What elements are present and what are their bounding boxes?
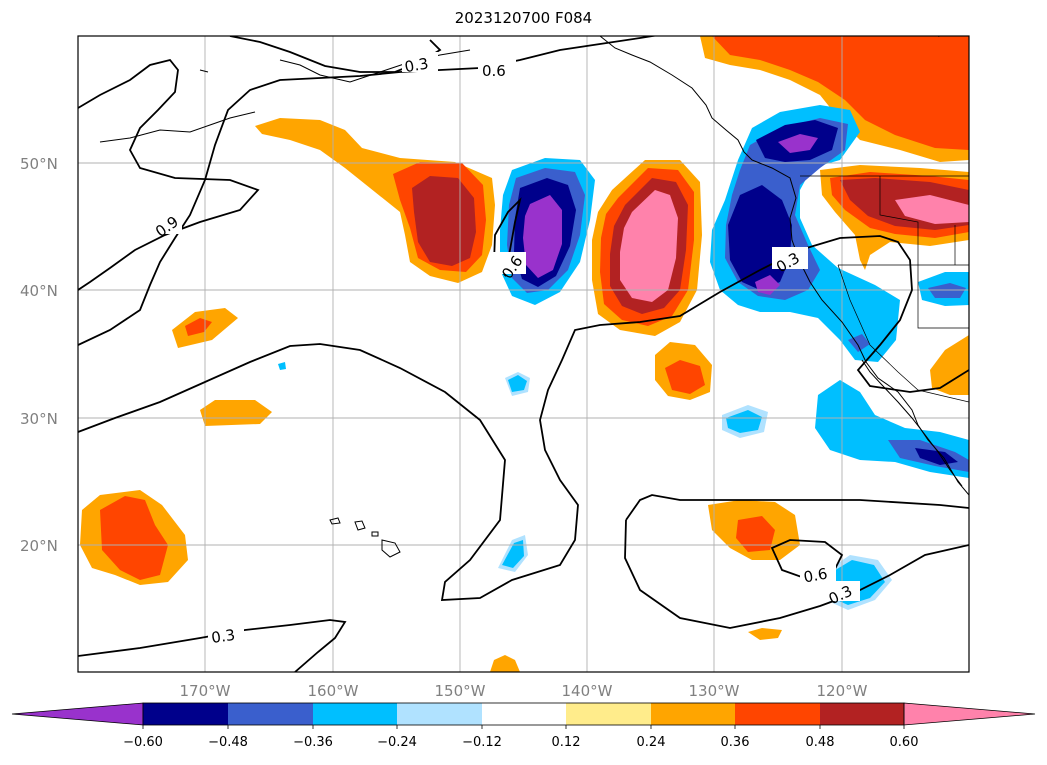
colorbar-tick-label: −0.24 [377,735,417,750]
colorbar-segment [313,703,397,725]
lat-tick-label: 20°N [20,537,58,555]
colorbar-tick-label: −0.60 [123,735,163,750]
colorbar-segment [566,703,651,725]
lat-tick-labels: 50°N 40°N 30°N 20°N [20,155,58,555]
colorbar-segment [228,703,313,725]
lon-tick-label: 150°W [435,682,486,700]
lon-tick-label: 130°W [689,682,740,700]
colorbar-segment [735,703,820,725]
colorbar-tick-label: 0.36 [721,735,750,750]
colorbar-tick-label: 0.48 [806,735,835,750]
colorbar-frame [142,702,905,726]
colorbar-tick-label: 0.60 [890,735,919,750]
contour-label: 0.3 [403,54,430,76]
map-area: 0.9 0.6 0.3 0.6 0.3 0.6 0.3 0.3 [78,36,969,672]
contour-label: 0.6 [482,62,506,80]
lon-tick-label: 160°W [308,682,359,700]
lat-tick-label: 30°N [20,410,58,428]
colorbar-tick-label: −0.36 [293,735,333,750]
colorbar-segment [651,703,735,725]
colorbar-tick-label: −0.12 [462,735,502,750]
lon-tick-label: 120°W [817,682,868,700]
lon-tick-label: 170°W [180,682,231,700]
map-title: 2023120700 F084 [454,9,593,27]
colorbar-segment [143,703,228,725]
filled-contours [80,36,969,672]
colorbar-tick-label: 0.12 [552,735,581,750]
colorbar: −0.60 −0.48 −0.36 −0.24 −0.12 0.12 0.24 … [11,702,1036,750]
lon-tick-label: 140°W [562,682,613,700]
colorbar-extend-low [11,702,144,726]
colorbar-extend-high [903,702,1036,726]
map-frame [77,35,970,673]
colorbar-segment [820,703,904,725]
lon-tick-labels: 170°W 160°W 150°W 140°W 130°W 120°W [180,682,868,700]
contour-label: 0.3 [210,626,236,647]
colorbar-segment [397,703,482,725]
contour-label: 0.6 [802,565,829,587]
lat-tick-label: 50°N [20,155,58,173]
graticule [78,36,969,672]
colorbar-tick-label: −0.48 [208,735,248,750]
colorbar-tick-label: 0.24 [637,735,666,750]
colorbar-segment [482,703,566,725]
lat-tick-label: 40°N [20,282,58,300]
